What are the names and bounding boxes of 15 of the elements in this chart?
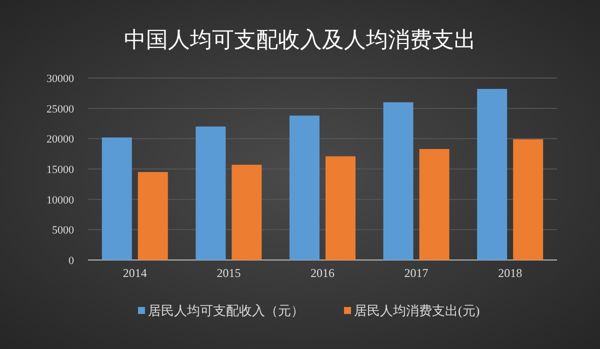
x-tick-label: 2016	[310, 266, 334, 280]
x-tick-label: 2017	[404, 266, 428, 280]
y-tick-label: 15000	[46, 164, 74, 176]
x-tick-label: 2014	[122, 266, 147, 280]
chart-title: 中国人均可支配收入及人均消费支出	[124, 27, 476, 52]
y-tick-label: 30000	[46, 73, 74, 85]
x-tick-label: 2015	[216, 266, 241, 280]
y-tick-label: 5000	[52, 224, 74, 237]
legend-label: 居民人均消费支出(元)	[354, 303, 480, 318]
y-tick-label: 25000	[46, 103, 74, 116]
y-tick-label: 10000	[46, 194, 74, 206]
y-tick-label: 20000	[46, 134, 74, 146]
y-tick-label: 0	[68, 255, 74, 267]
x-tick-label: 2018	[498, 266, 522, 280]
legend-label: 居民人均可支配收入（元）	[148, 303, 304, 318]
